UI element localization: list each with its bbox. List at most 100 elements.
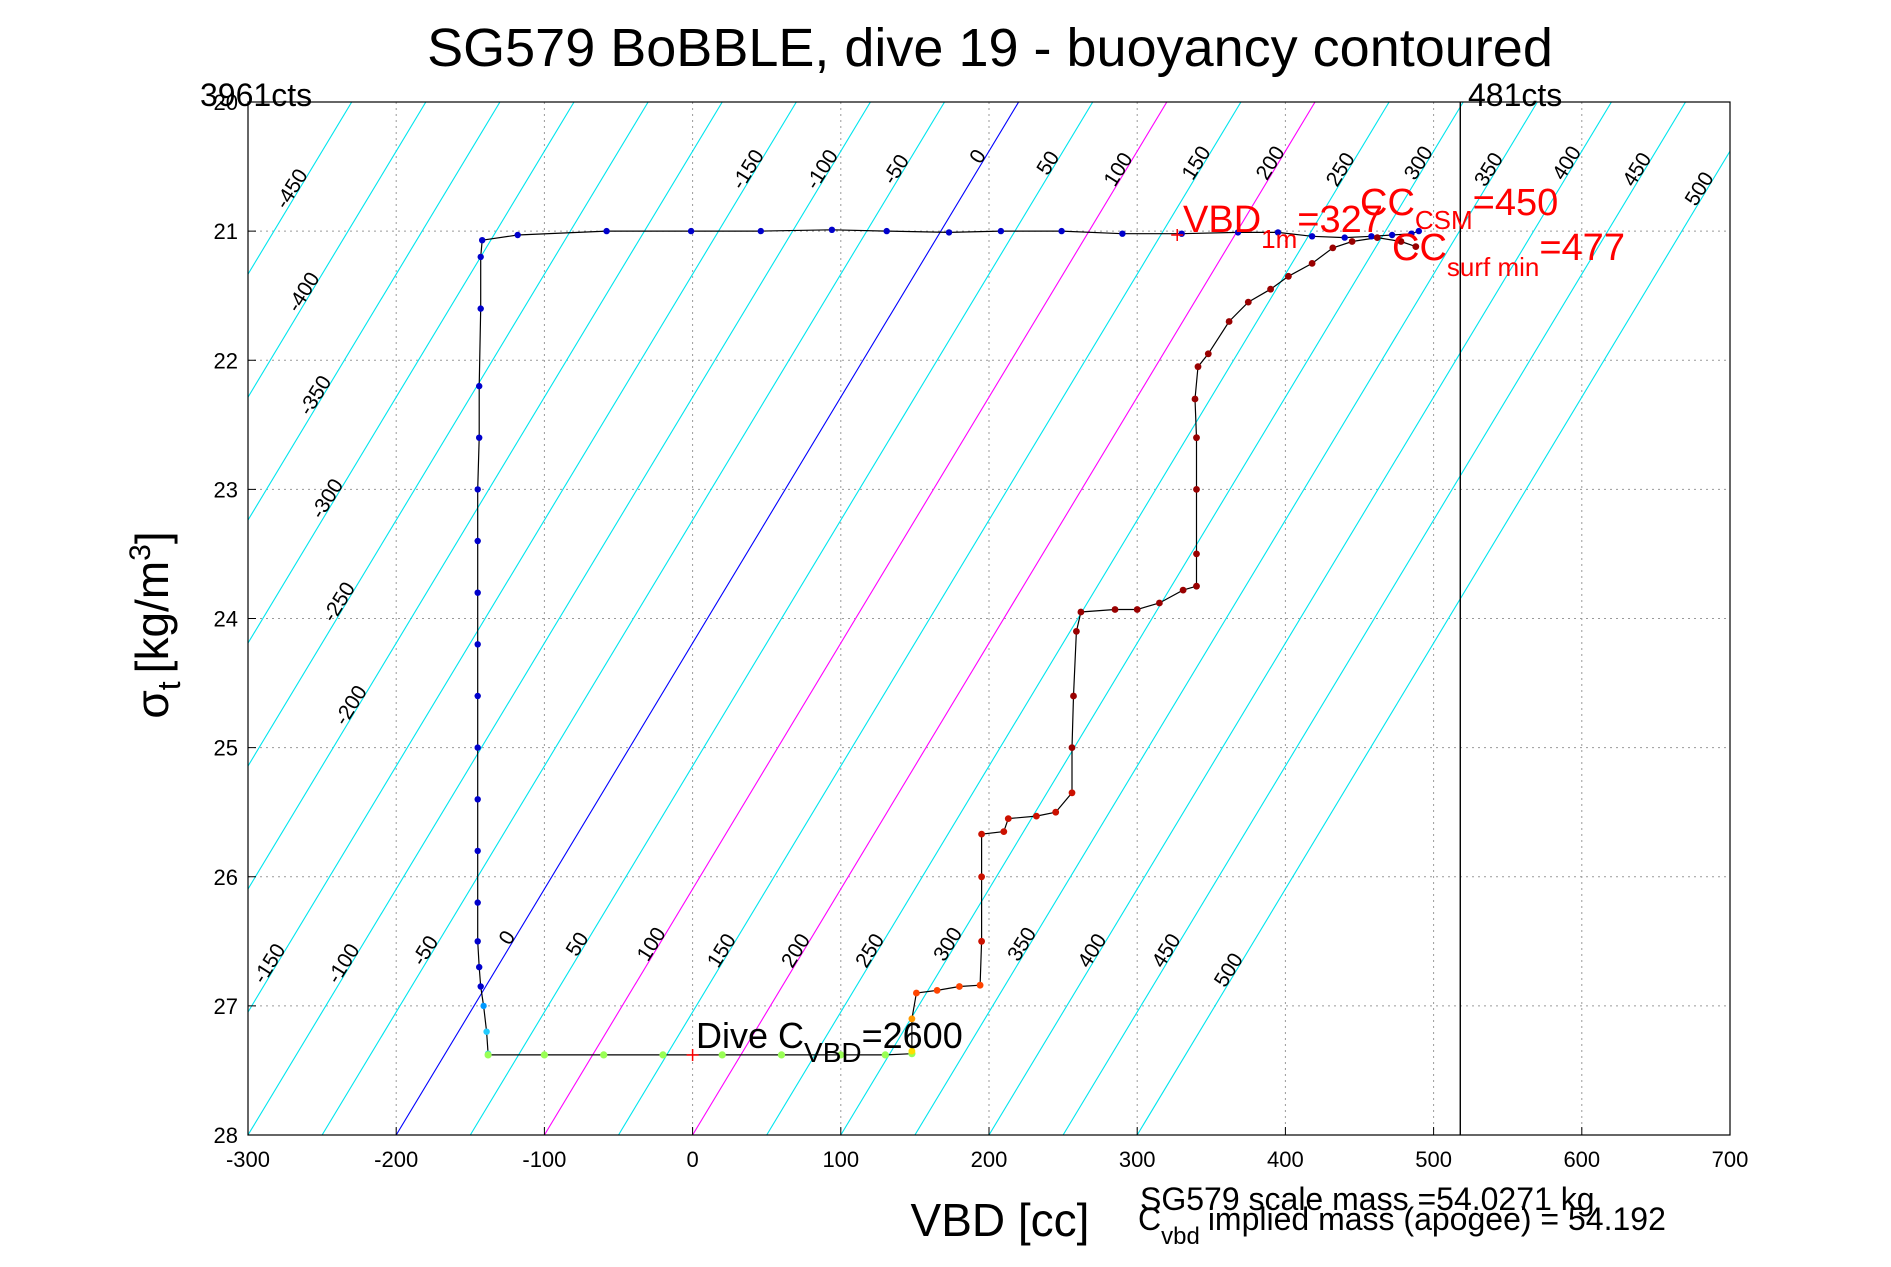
- y-axis-symbol: σ: [126, 690, 178, 718]
- dive-cvbd-subscript: VBD: [804, 1037, 862, 1068]
- contour-lines: [248, 102, 1730, 1135]
- annotation-marker: [1171, 228, 1184, 241]
- descent-point: [883, 227, 890, 235]
- vbd-1m-prefix: VBD: [1183, 199, 1261, 241]
- descent-point: [474, 589, 481, 596]
- ascent-point: [1000, 828, 1008, 835]
- x-axis-label: VBD [cc]: [911, 1194, 1090, 1246]
- ascent-point: [1068, 789, 1076, 797]
- ascent-point: [1373, 234, 1381, 242]
- ascent-point: [1033, 812, 1040, 820]
- contour-line: [248, 102, 871, 1135]
- x-tick-label: 700: [1712, 1147, 1749, 1172]
- chart-title: SG579 BoBBLE, dive 19 - buoyancy contour…: [427, 18, 1553, 78]
- implied-mass-text: Cvbd implied mass (apogee) = 54.192: [1138, 1201, 1666, 1250]
- y-tick-label: 28: [214, 1123, 238, 1148]
- descent-point: [945, 229, 953, 236]
- ascent-point: [1193, 550, 1200, 558]
- contour-line: [248, 102, 501, 522]
- dive-cvbd-annotation: Dive CVBD=2600: [696, 1015, 963, 1068]
- ascent-point: [1397, 238, 1405, 245]
- descent-point: [477, 983, 484, 990]
- ascent-point: [1070, 692, 1077, 700]
- ascent-point: [1244, 298, 1252, 306]
- descent-point: [997, 227, 1005, 235]
- ascent-point: [956, 983, 963, 990]
- vbd-1m-annotation: VBD1m=327: [1183, 199, 1383, 254]
- scale-mass-text: SG579 scale mass =54.0271 kg: [1140, 1181, 1595, 1217]
- ascent-point: [1193, 582, 1200, 590]
- descent-point: [474, 641, 481, 648]
- y-axis-unit-exponent: 3: [124, 544, 157, 561]
- c-surf-min-value: =477: [1539, 227, 1625, 269]
- y-tick-label: 24: [214, 607, 238, 632]
- contour-line: [914, 102, 1538, 1135]
- descent-point: [477, 305, 484, 312]
- y-tick-label: 21: [214, 219, 238, 244]
- descent-point: [474, 899, 481, 906]
- ascent-point: [1068, 744, 1076, 751]
- ascent-point: [1052, 808, 1060, 816]
- ascent-point: [1179, 586, 1187, 594]
- c-surf-min-subscript: surf min: [1447, 252, 1539, 282]
- x-tick-label: 100: [822, 1147, 859, 1172]
- c-csm-value: =450: [1473, 182, 1559, 224]
- y-axis-unit: [kg/m: [126, 561, 178, 673]
- contour-line: [1062, 102, 1687, 1135]
- descent-point: [476, 963, 483, 971]
- x-tick-label: 300: [1119, 1147, 1156, 1172]
- bottom-point: [777, 1051, 786, 1059]
- x-tick-label: -300: [226, 1147, 270, 1172]
- c-surf-min-prefix: CC: [1392, 227, 1447, 269]
- ascent-point: [908, 1015, 916, 1023]
- bottom-point: [484, 1051, 492, 1059]
- contour-line: [618, 102, 1242, 1135]
- descent-point: [1408, 230, 1415, 237]
- contour-line: [248, 102, 575, 645]
- surface-path-line: [482, 229, 1419, 241]
- y-tick-label: 25: [214, 736, 238, 761]
- contour-line: [248, 102, 649, 768]
- ascent-point: [1133, 606, 1141, 613]
- ascent-point: [1193, 434, 1200, 442]
- bottom-point: [881, 1051, 889, 1059]
- descent-point: [476, 382, 483, 390]
- c-csm-annotation: CCCSM=450: [1360, 182, 1558, 235]
- ascent-point: [1194, 363, 1202, 371]
- y-tick-label: 22: [214, 348, 238, 373]
- c-csm-subscript: CSM: [1415, 205, 1473, 235]
- descent-point: [474, 537, 481, 545]
- dive-cvbd-value: =2600: [862, 1015, 963, 1056]
- x-tick-label: 400: [1267, 1147, 1304, 1172]
- dive-points: [474, 226, 1423, 1061]
- contour-line: [395, 102, 1020, 1135]
- ascent-point: [1348, 238, 1356, 245]
- bottom-point: [718, 1051, 726, 1059]
- contour-line: [248, 102, 723, 891]
- ascent-point: [1225, 318, 1233, 325]
- x-tick-label: 600: [1563, 1147, 1600, 1172]
- left-counts-label: 3961cts: [200, 77, 312, 113]
- y-axis-unit-close: ]: [126, 531, 178, 544]
- bottom-point: [540, 1051, 549, 1059]
- contour-line: [321, 102, 946, 1135]
- descent-point: [1119, 230, 1126, 237]
- y-tick-label: 27: [214, 994, 238, 1019]
- ascent-point: [1111, 606, 1119, 613]
- descent-point: [1415, 227, 1423, 235]
- descent-point: [1368, 233, 1375, 240]
- ascent-point: [978, 937, 985, 945]
- contour-line: [248, 102, 797, 1014]
- y-tick-label: 26: [214, 865, 238, 890]
- right-counts-label: 481cts: [1468, 77, 1562, 113]
- grid: [248, 102, 1730, 1135]
- implied-mass-value: implied mass (apogee) = 54.192: [1208, 1201, 1666, 1237]
- descent-point: [474, 486, 481, 493]
- ascent-point: [1004, 815, 1012, 822]
- ascent-point: [1204, 350, 1212, 358]
- descent-point: [1234, 229, 1242, 236]
- ascent-point: [908, 1047, 916, 1055]
- descent-point: [603, 227, 610, 235]
